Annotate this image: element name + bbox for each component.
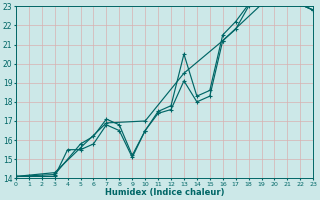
X-axis label: Humidex (Indice chaleur): Humidex (Indice chaleur) xyxy=(105,188,224,197)
